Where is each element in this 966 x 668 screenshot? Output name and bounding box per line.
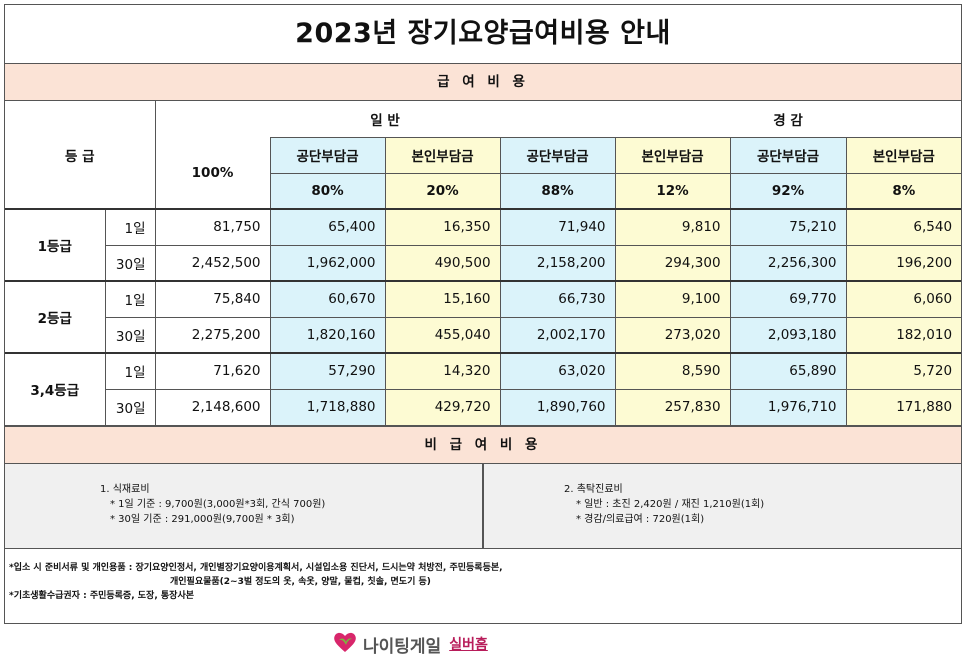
value-cell: 1,820,160 [269,316,386,354]
value-cell: 16,350 [384,208,501,246]
period-label: 1일 [104,280,156,318]
section-pay-title: 급 여 비 용 [5,64,961,101]
period-label: 30일 [105,316,156,354]
total-cell: 75,840 [154,280,271,318]
total-pct: 100% [155,137,271,210]
self-header: 본인부담금 [845,136,962,174]
value-cell: 60,670 [269,280,386,318]
value-cell: 2,256,300 [729,244,847,282]
brand-logo: 나이팅게일 실버홈 [333,629,488,659]
value-cell: 171,880 [845,388,962,426]
period-label: 1일 [104,208,156,246]
meal-line: * 1일 기준 : 9,700원(3,000원*3회, 간식 700원) [110,498,326,510]
section-nonpay-title: 비 급 여 비 용 [5,425,961,464]
value-cell: 75,210 [729,208,847,246]
grade-label: 1등급 [5,208,106,282]
period-label: 30일 [105,388,156,426]
value-cell: 455,040 [384,316,501,354]
value-cell: 57,290 [269,352,386,390]
doctor-cost-box: 2. 촉탁진료비 * 일반 : 초진 2,420원 / 재진 1,210원(1회… [484,463,961,548]
value-cell: 66,730 [499,280,616,318]
table-row: 30일 2,275,200 1,820,160 455,040 2,002,17… [5,316,962,354]
value-cell: 65,890 [729,352,847,390]
pct-cell: 88% [499,172,616,210]
value-cell: 6,060 [845,280,962,318]
general-header: 일 반 [270,101,501,138]
page-title: 2023년 장기요양급여비용 안내 [5,5,961,64]
meal-cost-box: 1. 식재료비 * 1일 기준 : 9,700원(3,000원*3회, 간식 7… [5,463,484,548]
reduced-header: 경 감 [615,101,962,138]
total-cell: 2,275,200 [154,316,271,354]
total-cell: 2,148,600 [154,388,271,426]
pct-cell: 12% [614,172,731,210]
doctor-line: * 경감/의료급여 : 720원(1회) [576,513,705,525]
value-cell: 490,500 [384,244,501,282]
value-cell: 182,010 [845,316,962,354]
value-cell: 14,320 [384,352,501,390]
value-cell: 429,720 [384,388,501,426]
value-cell: 63,020 [499,352,616,390]
value-cell: 9,100 [614,280,731,318]
brand-sub: 실버홈 [449,637,488,653]
note-line: 개인필요물품(2~3벌 정도의 옷, 속옷, 양말, 물컵, 칫솔, 면도기 등… [170,576,431,587]
total-cell: 71,620 [154,352,271,390]
value-cell: 5,720 [845,352,962,390]
value-cell: 65,400 [269,208,386,246]
nonpay-section: 1. 식재료비 * 1일 기준 : 9,700원(3,000원*3회, 간식 7… [5,463,961,549]
value-cell: 2,158,200 [499,244,616,282]
value-cell: 1,976,710 [729,388,847,426]
self-header: 본인부담금 [384,136,501,174]
self-header: 본인부담금 [614,136,731,174]
pct-cell: 8% [845,172,962,210]
value-cell: 2,093,180 [729,316,847,354]
value-cell: 1,962,000 [269,244,386,282]
value-cell: 2,002,170 [499,316,616,354]
value-cell: 6,540 [845,208,962,246]
value-cell: 71,940 [499,208,616,246]
pct-cell: 80% [270,172,386,210]
grade-label: 3,4등급 [5,352,106,426]
fee-sheet: 2023년 장기요양급여비용 안내 급 여 비 용 등 급 일 반 경 감 10… [4,4,962,624]
table-row: 30일 2,452,500 1,962,000 490,500 2,158,20… [5,244,962,282]
value-cell: 69,770 [729,280,847,318]
grade-label: 2등급 [5,280,106,354]
value-cell: 1,718,880 [269,388,386,426]
table-row: 30일 2,148,600 1,718,880 429,720 1,890,76… [5,388,962,426]
value-cell: 294,300 [614,244,731,282]
value-cell: 1,890,760 [499,388,616,426]
meal-heading: 1. 식재료비 [100,483,150,495]
admission-notes: *입소 시 준비서류 및 개인용품 : 장기요양인정서, 개인별장기요양이용계획… [5,549,961,603]
value-cell: 273,020 [614,316,731,354]
table-row: 3,4등급 1일 71,620 57,290 14,320 63,020 8,5… [5,352,962,426]
period-label: 30일 [105,244,156,282]
period-label: 1일 [104,352,156,390]
value-cell: 257,830 [614,388,731,426]
meal-line: * 30일 기준 : 291,000원(9,700원 * 3회) [110,513,295,525]
note-line: *입소 시 준비서류 및 개인용품 : 장기요양인정서, 개인별장기요양이용계획… [9,562,503,573]
note-line: *기초생활수급권자 : 주민등록증, 도장, 통장사본 [9,590,194,601]
value-cell: 196,200 [845,244,962,282]
value-cell: 15,160 [384,280,501,318]
pct-cell: 92% [729,172,847,210]
value-cell: 9,810 [614,208,731,246]
table-row: 1등급 1일 81,750 65,400 16,350 71,940 9,810… [5,208,962,282]
public-header: 공단부담금 [499,136,616,174]
doctor-heading: 2. 촉탁진료비 [564,483,623,495]
public-header: 공단부담금 [269,136,386,174]
table-row: 2등급 1일 75,840 60,670 15,160 66,730 9,100… [5,280,962,354]
pct-cell: 20% [384,172,501,210]
total-cell: 2,452,500 [154,244,271,282]
value-cell: 8,590 [614,352,731,390]
doctor-line: * 일반 : 초진 2,420원 / 재진 1,210원(1회) [576,498,765,510]
grade-header: 등 급 [5,101,156,210]
heart-logo-icon [333,631,357,657]
brand-name: 나이팅게일 [363,636,442,657]
public-header: 공단부담금 [729,136,847,174]
fee-table: 등 급 일 반 경 감 100% 공단부담금 본인부담금 공단부담금 본인부담금… [5,101,962,426]
total-cell: 81,750 [154,208,271,246]
